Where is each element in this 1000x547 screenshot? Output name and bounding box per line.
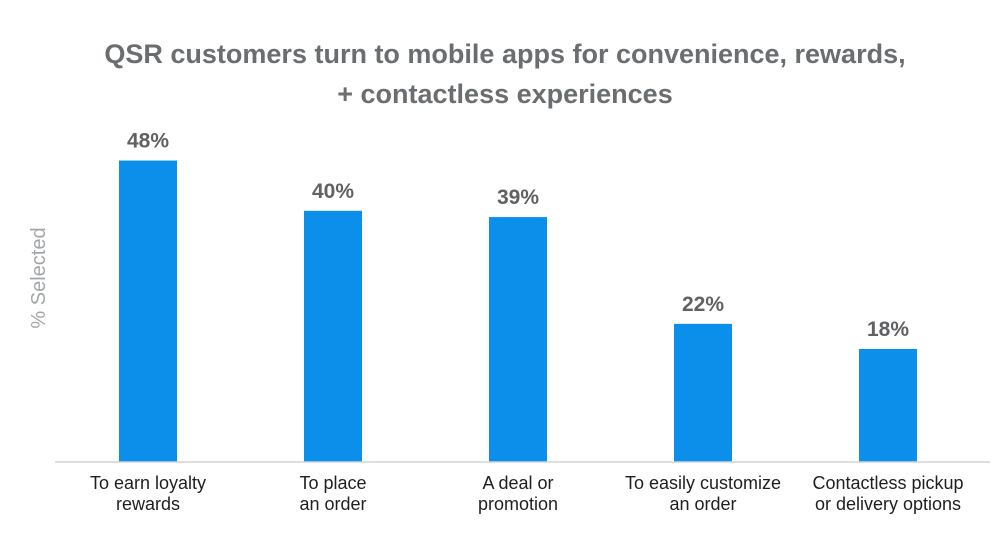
data-label-2: 40% <box>312 180 354 203</box>
x-tick-label-4-line-1: To easily customize <box>625 473 781 493</box>
y-axis-label: % Selected <box>28 227 50 328</box>
bar-3 <box>489 217 547 462</box>
chart-title-line-1: QSR customers turn to mobile apps for co… <box>104 39 905 69</box>
x-tick-label-5-line-2: or delivery options <box>815 494 961 514</box>
x-tick-label-3-line-1: A deal or <box>482 473 553 493</box>
x-tick-label-5-line-1: Contactless pickup <box>812 473 963 493</box>
x-tick-label-3-line-2: promotion <box>478 494 558 514</box>
bar-1 <box>119 160 177 462</box>
data-label-4: 22% <box>682 293 724 316</box>
data-label-3: 39% <box>497 186 539 209</box>
bar-5 <box>859 348 917 462</box>
x-tick-label-2-line-1: To place <box>299 473 366 493</box>
x-tick-label-4-line-2: an order <box>669 494 736 514</box>
x-tick-label-1-line-1: To earn loyalty <box>90 473 206 493</box>
data-label-1: 48% <box>127 130 169 153</box>
data-label-5: 18% <box>867 318 909 341</box>
x-tick-label-2-line-2: an order <box>299 494 366 514</box>
bar-2 <box>304 210 362 462</box>
chart-title-line-2: + contactless experiences <box>337 79 672 109</box>
bar-4 <box>674 323 732 462</box>
x-tick-label-1-line-2: rewards <box>116 494 180 514</box>
